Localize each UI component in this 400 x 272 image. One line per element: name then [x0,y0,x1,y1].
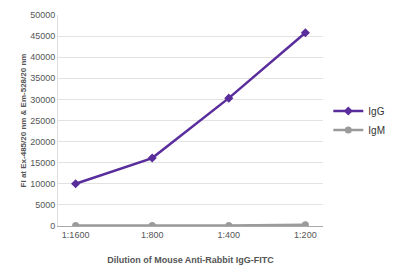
svg-text:50000: 50000 [30,10,55,20]
svg-text:1:200: 1:200 [294,230,317,240]
svg-text:1:800: 1:800 [141,230,164,240]
svg-text:45000: 45000 [30,31,55,41]
svg-text:1:1600: 1:1600 [62,230,90,240]
svg-text:25000: 25000 [30,116,55,126]
svg-text:30000: 30000 [30,95,55,105]
svg-text:1:400: 1:400 [218,230,241,240]
svg-text:Dilution of Mouse Anti-Rabbit: Dilution of Mouse Anti-Rabbit IgG-FITC [107,255,274,265]
svg-text:IgG: IgG [368,106,384,117]
svg-text:IgM: IgM [368,125,385,136]
svg-text:40000: 40000 [30,52,55,62]
svg-text:15000: 15000 [30,158,55,168]
svg-text:0: 0 [50,221,55,231]
svg-text:10000: 10000 [30,179,55,189]
svg-text:20000: 20000 [30,137,55,147]
svg-text:FI at Ex-485/20 nm & Em-528/20: FI at Ex-485/20 nm & Em-528/20 nm [19,54,28,188]
svg-text:35000: 35000 [30,73,55,83]
svg-text:5000: 5000 [35,200,55,210]
